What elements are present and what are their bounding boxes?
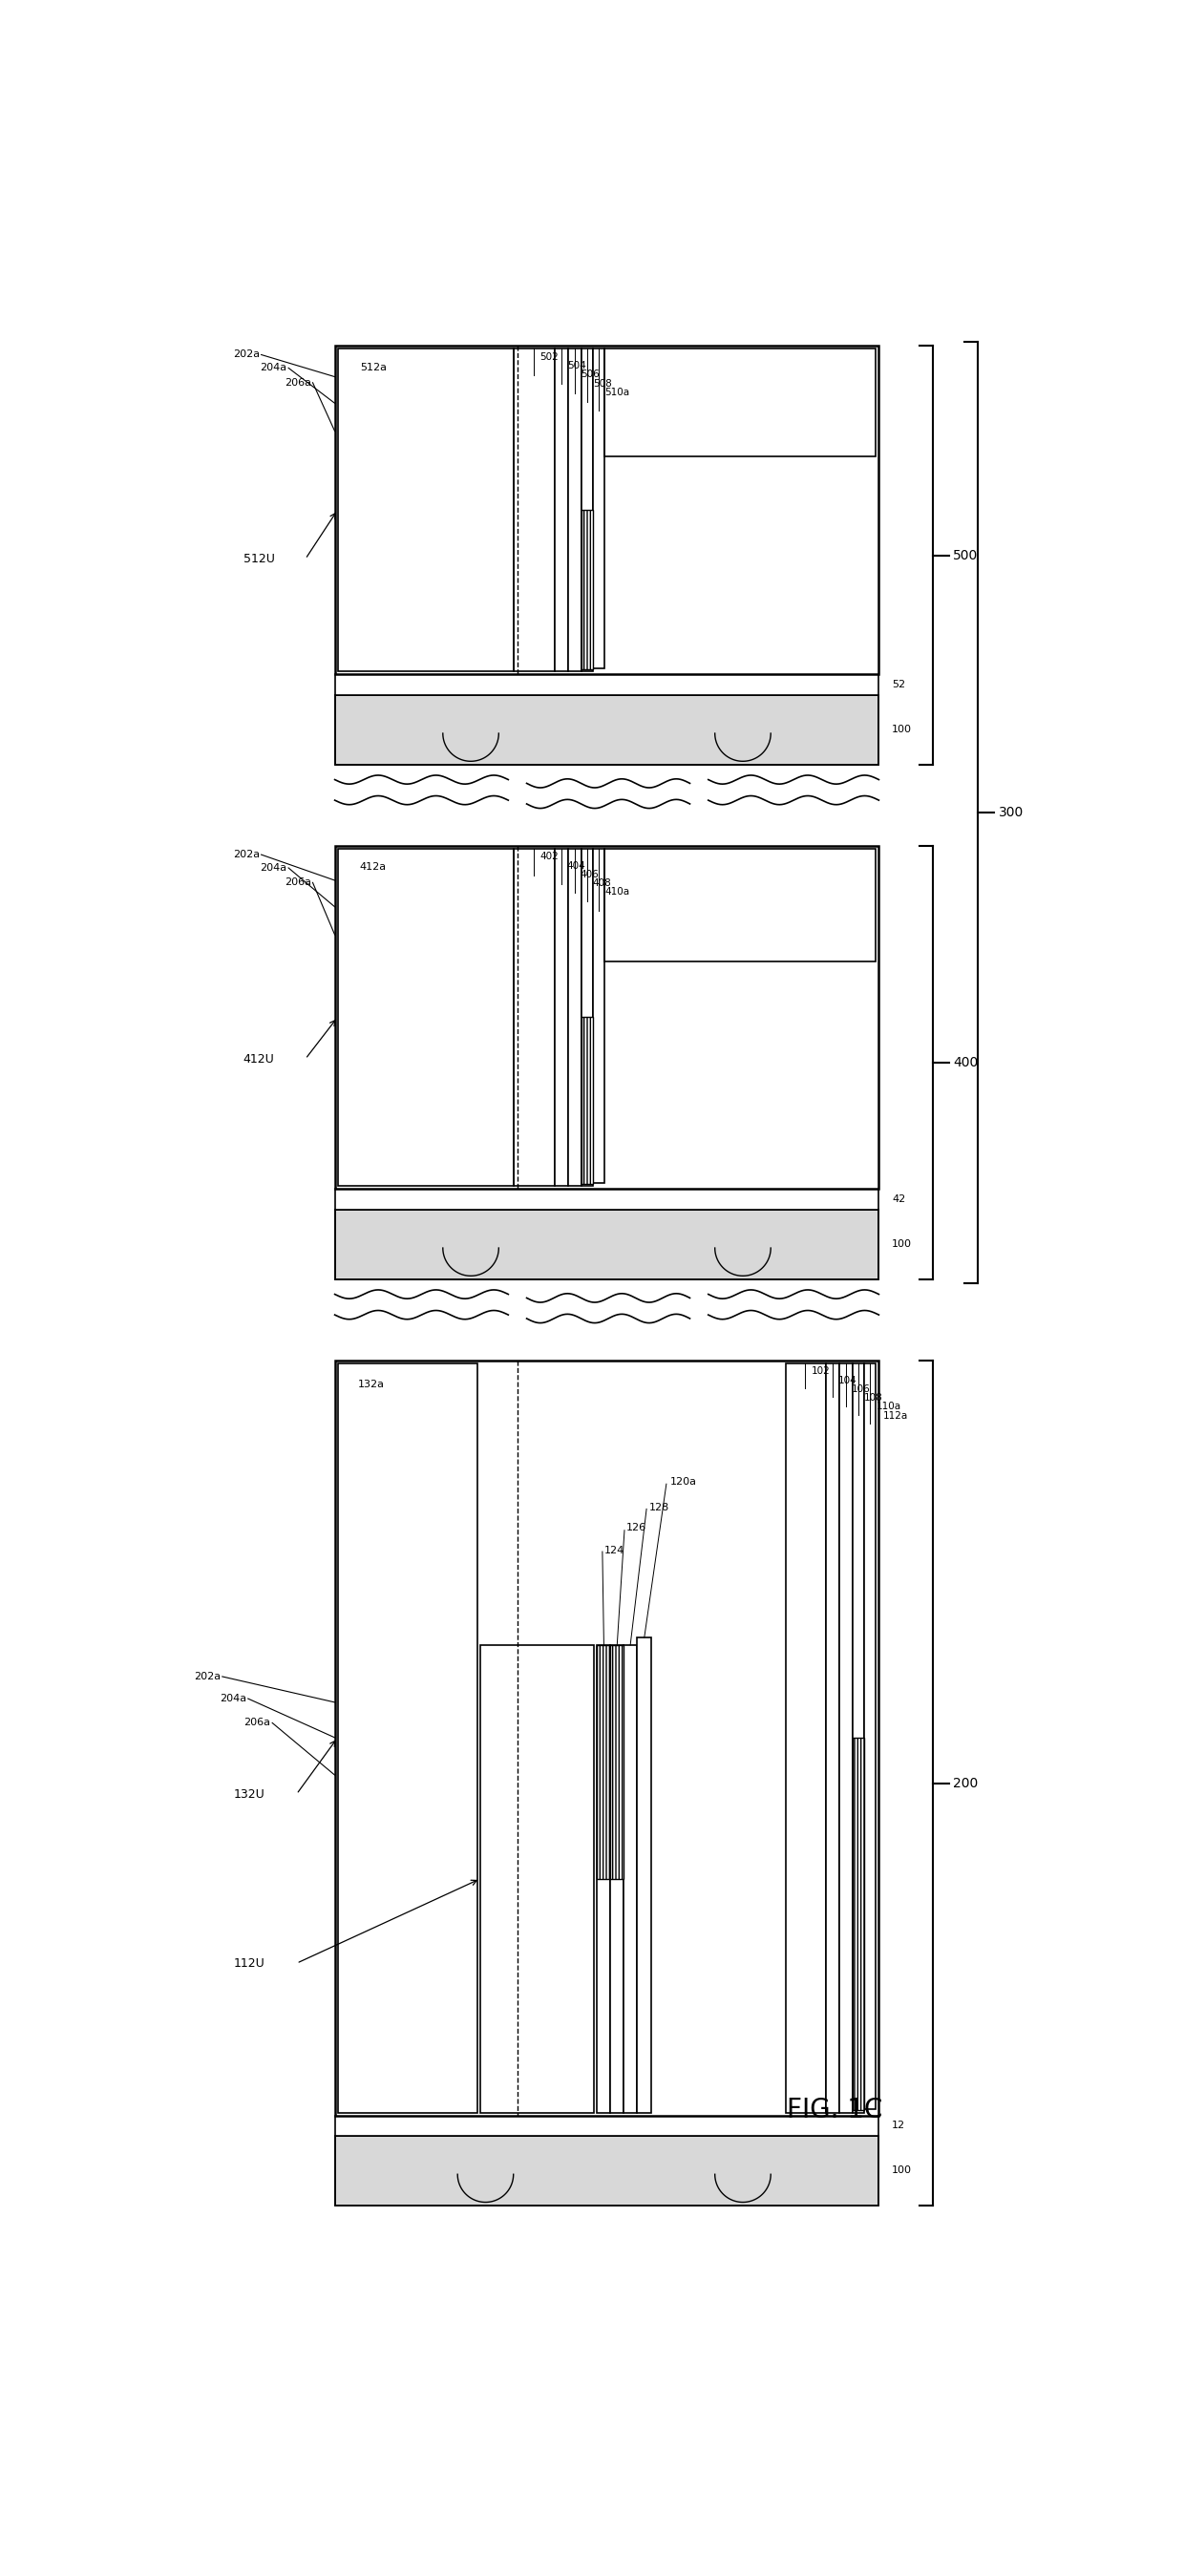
Text: 508: 508 [593, 379, 612, 389]
Bar [335, 2136, 879, 2205]
Text: 104: 104 [838, 1376, 857, 1386]
Text: 408: 408 [593, 878, 612, 889]
Bar [611, 1646, 624, 1878]
Text: 510a: 510a [605, 386, 630, 397]
Bar [335, 1211, 879, 1280]
Text: 500: 500 [953, 549, 978, 562]
Text: 402: 402 [540, 853, 559, 860]
Bar [624, 1646, 637, 2112]
Bar [554, 348, 568, 672]
Bar [335, 696, 879, 765]
Bar [593, 348, 605, 670]
Text: 132U: 132U [233, 1788, 265, 1801]
Text: 52: 52 [892, 680, 906, 690]
Text: 410a: 410a [605, 886, 630, 896]
Text: 132a: 132a [359, 1378, 385, 1388]
Text: 204a: 204a [260, 863, 287, 873]
Bar [481, 1646, 594, 2112]
Text: 206a: 206a [284, 878, 311, 886]
Text: 106: 106 [851, 1383, 870, 1394]
Bar [335, 1360, 879, 2115]
Bar [581, 1018, 593, 1185]
Bar [568, 848, 581, 1185]
Bar [864, 1363, 876, 2110]
Text: 204a: 204a [260, 363, 287, 374]
Text: 406: 406 [580, 871, 599, 878]
Text: 412U: 412U [243, 1054, 275, 1066]
Bar [514, 348, 554, 672]
Bar [335, 696, 879, 765]
Bar [852, 1739, 864, 2110]
Text: 100: 100 [892, 724, 912, 734]
Bar [839, 1363, 852, 2112]
Text: 100: 100 [892, 1239, 912, 1249]
Bar [605, 848, 876, 961]
Bar [605, 348, 876, 456]
Bar [514, 348, 554, 672]
Text: 506: 506 [580, 371, 599, 379]
Bar [554, 848, 568, 1185]
Bar [335, 1190, 879, 1211]
Text: 120a: 120a [670, 1476, 696, 1486]
Text: 202a: 202a [233, 850, 259, 860]
Text: 504: 504 [567, 361, 586, 371]
Text: 112a: 112a [883, 1412, 908, 1419]
Bar [593, 848, 605, 1182]
Text: 512a: 512a [360, 363, 386, 371]
Text: 42: 42 [892, 1195, 906, 1203]
Bar [852, 1363, 864, 2112]
Text: 202a: 202a [233, 350, 259, 361]
Bar [785, 1363, 826, 2112]
Text: 112U: 112U [233, 1958, 265, 1971]
Bar [335, 345, 879, 675]
Bar [335, 675, 879, 696]
Bar [514, 848, 554, 1185]
Text: 502: 502 [540, 353, 559, 361]
Bar [337, 1363, 477, 2112]
Bar [335, 2136, 879, 2205]
Bar [335, 2115, 879, 2136]
Text: 200: 200 [953, 1777, 978, 1790]
Bar [637, 1638, 651, 2112]
Text: 404: 404 [567, 860, 586, 871]
Bar [335, 845, 879, 1190]
Bar [605, 348, 876, 456]
Text: 108: 108 [864, 1394, 883, 1404]
Bar [611, 1646, 624, 2112]
Bar [568, 348, 581, 672]
Bar [337, 348, 514, 672]
Text: FIG. 1C: FIG. 1C [787, 2097, 882, 2123]
Text: 412a: 412a [360, 863, 387, 871]
Bar [335, 1211, 879, 1280]
Text: 206a: 206a [244, 1718, 271, 1728]
Text: 100: 100 [892, 2166, 912, 2174]
Text: 12: 12 [892, 2120, 906, 2130]
Text: 206a: 206a [284, 379, 311, 386]
Bar [605, 848, 876, 961]
Text: 512U: 512U [243, 554, 275, 564]
Text: 202a: 202a [194, 1672, 220, 1682]
Bar [597, 1646, 611, 2112]
Bar [581, 848, 593, 1185]
Bar [826, 1363, 839, 2112]
Text: 110a: 110a [876, 1401, 901, 1412]
Text: 124: 124 [604, 1546, 624, 1556]
Bar [337, 848, 514, 1185]
Bar [581, 348, 593, 672]
Bar [581, 510, 593, 670]
Text: 102: 102 [811, 1368, 830, 1376]
Bar [514, 848, 554, 1185]
Text: 300: 300 [998, 806, 1024, 819]
Text: 400: 400 [953, 1056, 978, 1069]
Text: 126: 126 [626, 1522, 646, 1533]
Text: 204a: 204a [220, 1695, 246, 1703]
Bar [597, 1646, 611, 1878]
Bar [785, 1363, 826, 2112]
Text: 128: 128 [649, 1502, 669, 1512]
